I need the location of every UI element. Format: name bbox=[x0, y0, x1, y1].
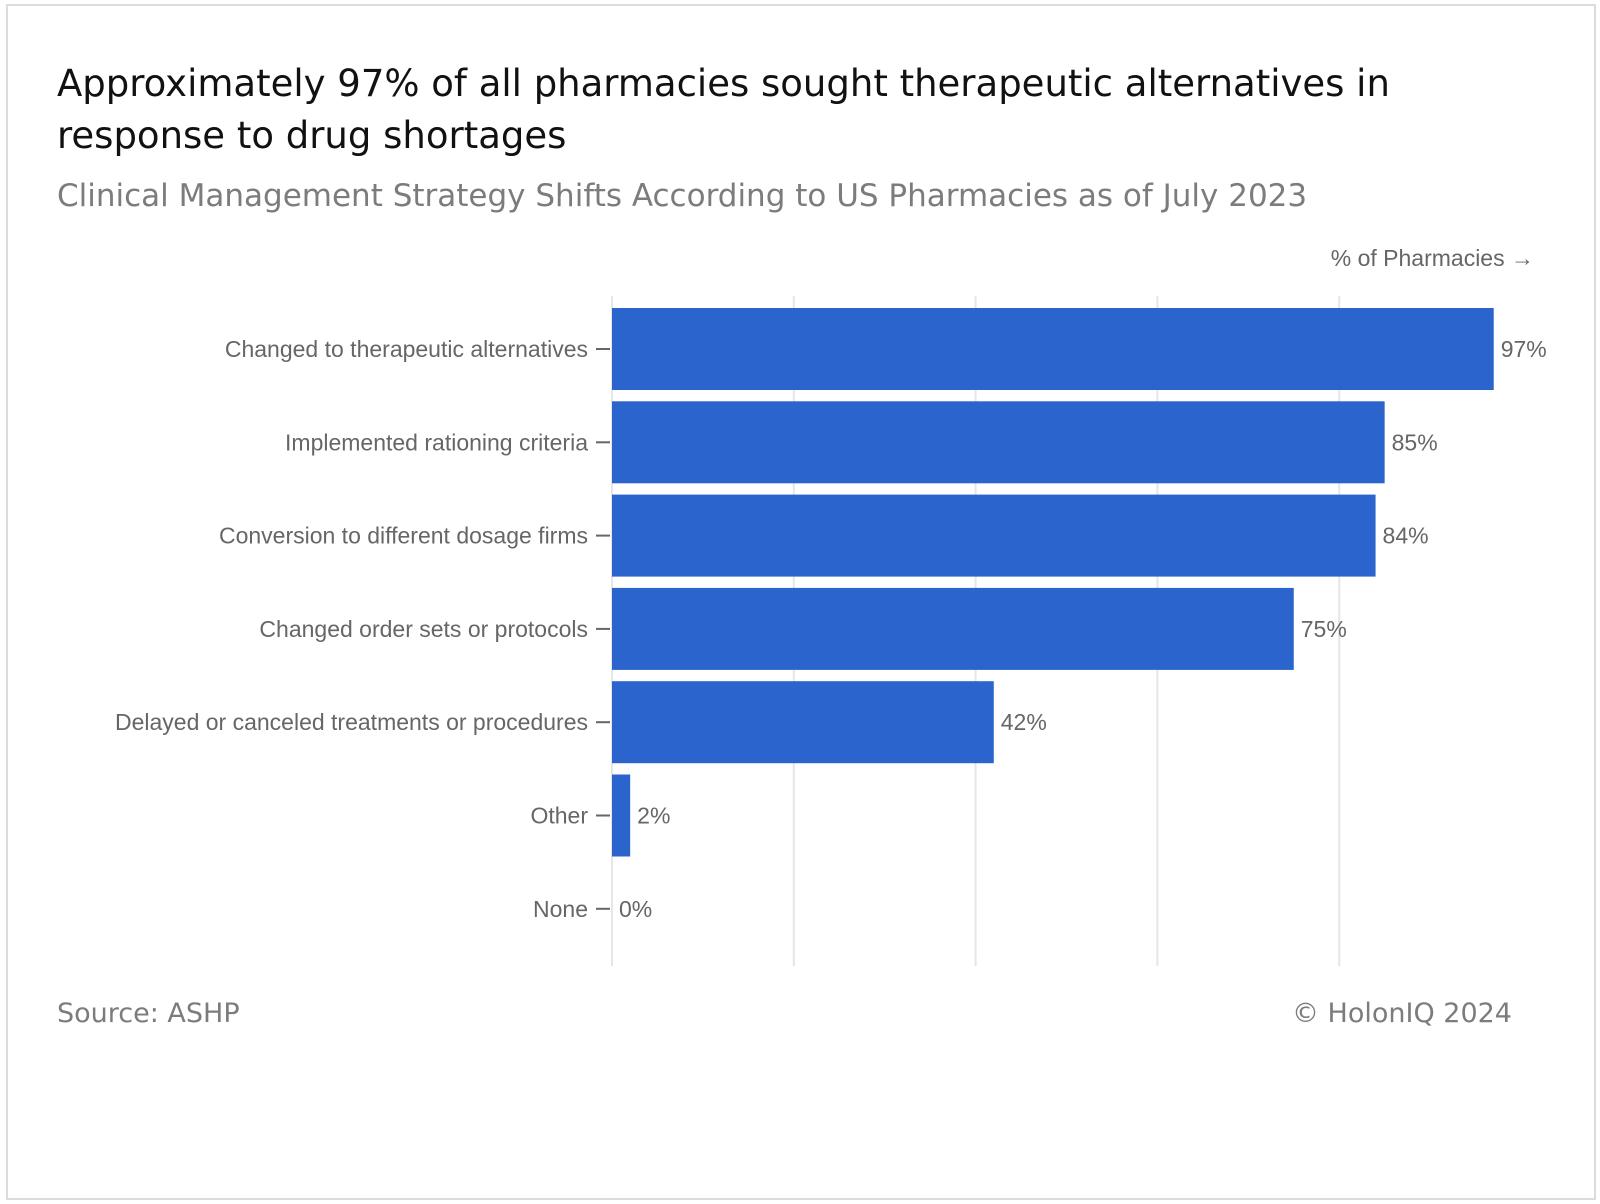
data-label: 2% bbox=[637, 803, 670, 829]
data-label: 85% bbox=[1392, 429, 1438, 455]
labels: Changed to therapeutic alternatives 97% Im… bbox=[115, 336, 1547, 922]
category-label: Changed to therapeutic alternatives bbox=[225, 336, 588, 362]
category-label: Implemented rationing criteria bbox=[285, 429, 588, 455]
category-label: Delayed or canceled treatments or proced… bbox=[115, 709, 588, 735]
data-label: 84% bbox=[1383, 523, 1429, 549]
data-label: 75% bbox=[1301, 616, 1347, 642]
data-label: 42% bbox=[1001, 709, 1047, 735]
copyright-note: © HolonIQ 2024 bbox=[1291, 998, 1512, 1029]
category-label: Changed order sets or protocols bbox=[259, 616, 588, 642]
data-label: 97% bbox=[1501, 336, 1547, 362]
bar bbox=[612, 401, 1385, 484]
category-label: Conversion to different dosage firms bbox=[219, 523, 588, 549]
bar bbox=[612, 774, 631, 857]
chart-title: Approximately 97% of all pharmacies soug… bbox=[57, 62, 1390, 157]
bar bbox=[612, 587, 1294, 670]
category-label: Other bbox=[530, 803, 588, 829]
x-axis-label: % of Pharmacies → bbox=[1331, 245, 1534, 271]
source-note: Source: ASHP bbox=[57, 998, 240, 1029]
category-label: None bbox=[533, 896, 588, 922]
bar bbox=[612, 494, 1376, 577]
bars bbox=[612, 308, 1494, 857]
bar bbox=[612, 681, 994, 764]
data-label: 0% bbox=[619, 896, 652, 922]
bar bbox=[612, 308, 1494, 390]
chart-subtitle: Clinical Management Strategy Shifts Acco… bbox=[57, 178, 1308, 214]
